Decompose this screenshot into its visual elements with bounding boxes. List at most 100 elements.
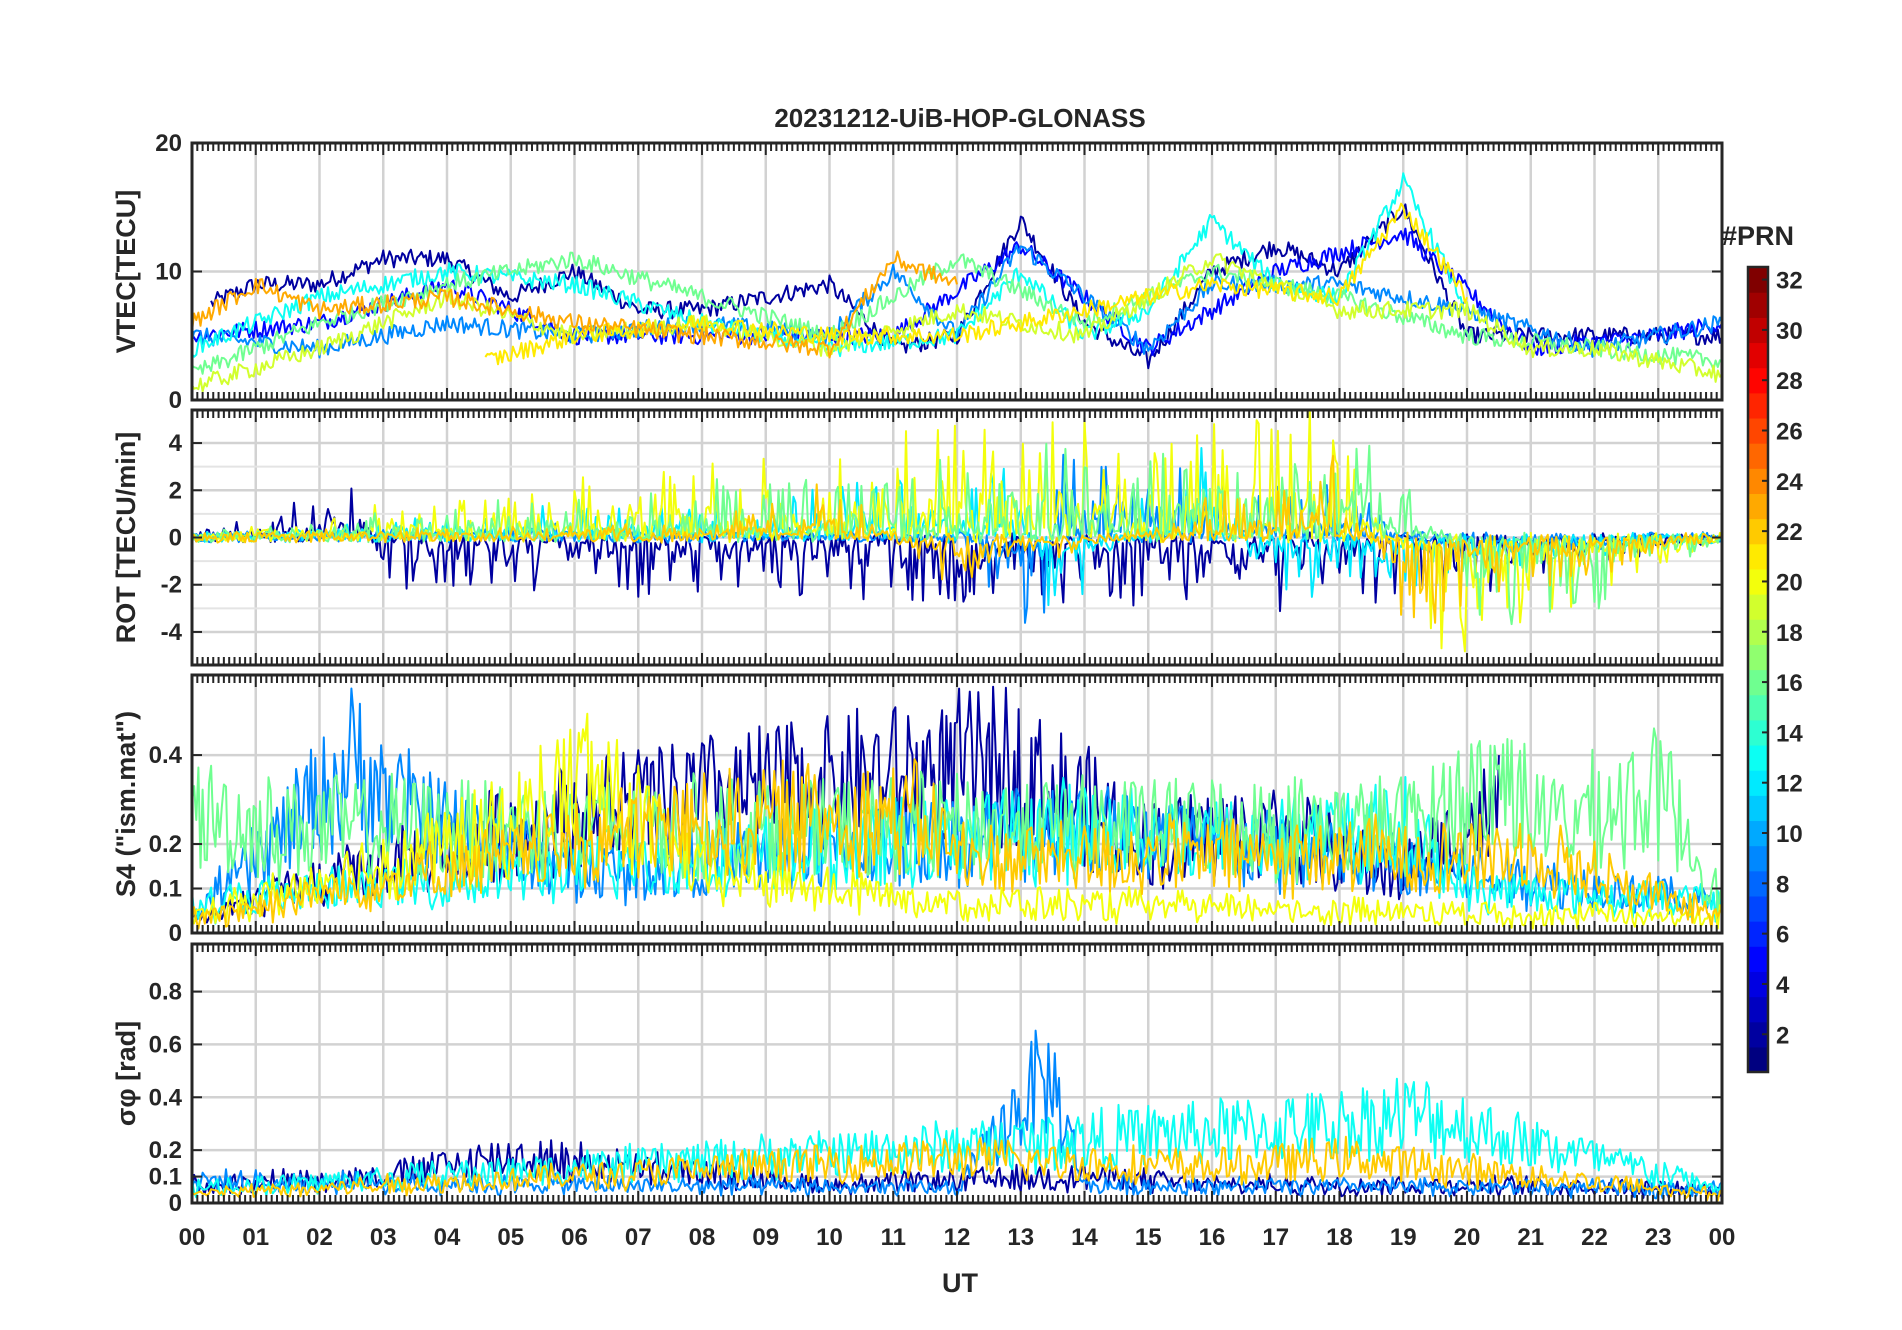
series-line-prn-21: [484, 202, 1468, 366]
series-group: [192, 172, 1722, 393]
y-tick-label: 10: [155, 259, 182, 286]
colorbar-segment: [1748, 694, 1768, 721]
series-line-prn-2: [192, 487, 1722, 613]
x-tick-label: 12: [944, 1224, 971, 1251]
y-tick-label: 0.2: [149, 1137, 182, 1164]
x-tick-label: 22: [1581, 1224, 1608, 1251]
x-tick-label: 19: [1390, 1224, 1417, 1251]
y-tick-label: 4: [169, 430, 183, 457]
panel-s4: 0 0.1 0.2 0.4 S4 ("ism.mat"): [111, 673, 1724, 947]
x-tick-label: 03: [370, 1224, 397, 1251]
x-tick-label: 09: [752, 1224, 779, 1251]
series-line-prn-16: [192, 727, 1722, 916]
colorbar-segment: [1748, 895, 1768, 922]
x-tick-label: 13: [1007, 1224, 1034, 1251]
colorbar-tick-label: 22: [1776, 519, 1803, 546]
colorbar-segment: [1748, 468, 1768, 495]
x-tick-label: 23: [1645, 1224, 1672, 1251]
y-tick-label: 20: [155, 130, 182, 157]
colorbar-segment: [1748, 292, 1768, 318]
colorbar-tick-label: 8: [1776, 871, 1789, 898]
y-tick-label: -2: [161, 572, 182, 599]
colorbar-tick-label: 32: [1776, 268, 1803, 295]
colorbar-segment: [1748, 568, 1768, 595]
colorbar-segment: [1748, 493, 1768, 520]
colorbar-segment: [1748, 342, 1768, 369]
colorbar-segment: [1748, 770, 1768, 796]
colorbar-segment: [1748, 367, 1768, 394]
series-line-prn-22: [192, 454, 1722, 624]
colorbar-segment: [1748, 644, 1768, 671]
x-axis-label: UT: [942, 1268, 978, 1298]
y-tick-label: 2: [169, 477, 182, 504]
colorbar-segment: [1748, 820, 1768, 847]
x-tick-label: 01: [242, 1224, 269, 1251]
colorbar-segment: [1748, 594, 1768, 620]
colorbar-segment: [1748, 719, 1768, 746]
x-tick-label: 08: [689, 1224, 716, 1251]
colorbar-tick-label: 10: [1776, 821, 1803, 848]
colorbar-tick-label: 30: [1776, 318, 1803, 345]
y-axis-label-vtec: VTEC[TECU]: [111, 190, 141, 354]
series-line-prn-13: [192, 1077, 1722, 1199]
colorbar-segment: [1748, 267, 1768, 293]
colorbar-segment: [1748, 971, 1768, 998]
series-line-prn-16: [192, 442, 1722, 626]
colorbar-segment: [1748, 1046, 1768, 1073]
colorbar-tick-label: 20: [1776, 569, 1803, 596]
colorbar-tick-label: 28: [1776, 368, 1803, 395]
x-tick-label: 11: [881, 1224, 906, 1251]
colorbar-segment: [1748, 845, 1768, 872]
colorbar-segment: [1748, 669, 1768, 696]
colorbar-segment: [1748, 996, 1768, 1023]
y-tick-label: 0: [169, 1190, 182, 1217]
x-tick-label: 00: [179, 1224, 206, 1251]
colorbar-segment: [1748, 543, 1768, 570]
panel-rot: -4 -2 0 2 4 ROT [TECU/min]: [111, 408, 1724, 667]
colorbar-segment: [1748, 870, 1768, 897]
x-tick-label: 14: [1071, 1224, 1098, 1251]
colorbar-segment: [1748, 946, 1768, 972]
series-group: [192, 410, 1722, 653]
y-tick-label: -4: [161, 619, 183, 646]
x-tick-label: 16: [1199, 1224, 1226, 1251]
x-tick-label: 10: [816, 1224, 843, 1251]
x-tick-label: 05: [497, 1224, 524, 1251]
x-tick-label: 15: [1135, 1224, 1162, 1251]
series-line-prn-22: [192, 1135, 1722, 1202]
colorbar-label: #PRN: [1722, 221, 1794, 251]
colorbar-segment: [1748, 392, 1768, 419]
y-tick-label: 0: [169, 525, 182, 552]
y-tick-label: 0: [169, 920, 182, 947]
y-tick-label: 0.1: [149, 1164, 182, 1191]
series-line-prn-2: [210, 203, 1722, 370]
colorbar-tick-label: 2: [1776, 1022, 1789, 1049]
y-tick-label: 0.2: [149, 831, 182, 858]
colorbar-tick-label: 14: [1776, 720, 1803, 747]
x-tick-label: 20: [1454, 1224, 1481, 1251]
y-tick-label: 0: [169, 387, 182, 414]
colorbar-tick-label: 6: [1776, 922, 1789, 949]
series-line-prn-16: [192, 251, 1722, 375]
y-axis-label-rot: ROT [TECU/min]: [111, 432, 141, 643]
series-line-prn-23: [192, 250, 958, 359]
colorbar-segment: [1748, 744, 1768, 771]
colorbar-segment: [1748, 443, 1768, 469]
x-tick-label: 21: [1517, 1224, 1544, 1251]
colorbar-segment: [1748, 1021, 1768, 1048]
x-tick-label: 06: [561, 1224, 588, 1251]
y-tick-label: 0.6: [149, 1031, 182, 1058]
colorbar-tick-label: 18: [1776, 620, 1803, 647]
chart-title: 20231212-UiB-HOP-GLONASS: [774, 103, 1145, 133]
x-tick-label: 17: [1262, 1224, 1289, 1251]
colorbar-segment: [1748, 795, 1768, 822]
x-tick-label: 04: [434, 1224, 461, 1251]
x-tick-label: 07: [625, 1224, 652, 1251]
x-tick-label: 18: [1326, 1224, 1353, 1251]
y-axis-label-s4: S4 ("ism.mat"): [111, 711, 141, 897]
y-tick-label: 0.4: [149, 742, 183, 769]
colorbar-segment: [1748, 317, 1768, 344]
